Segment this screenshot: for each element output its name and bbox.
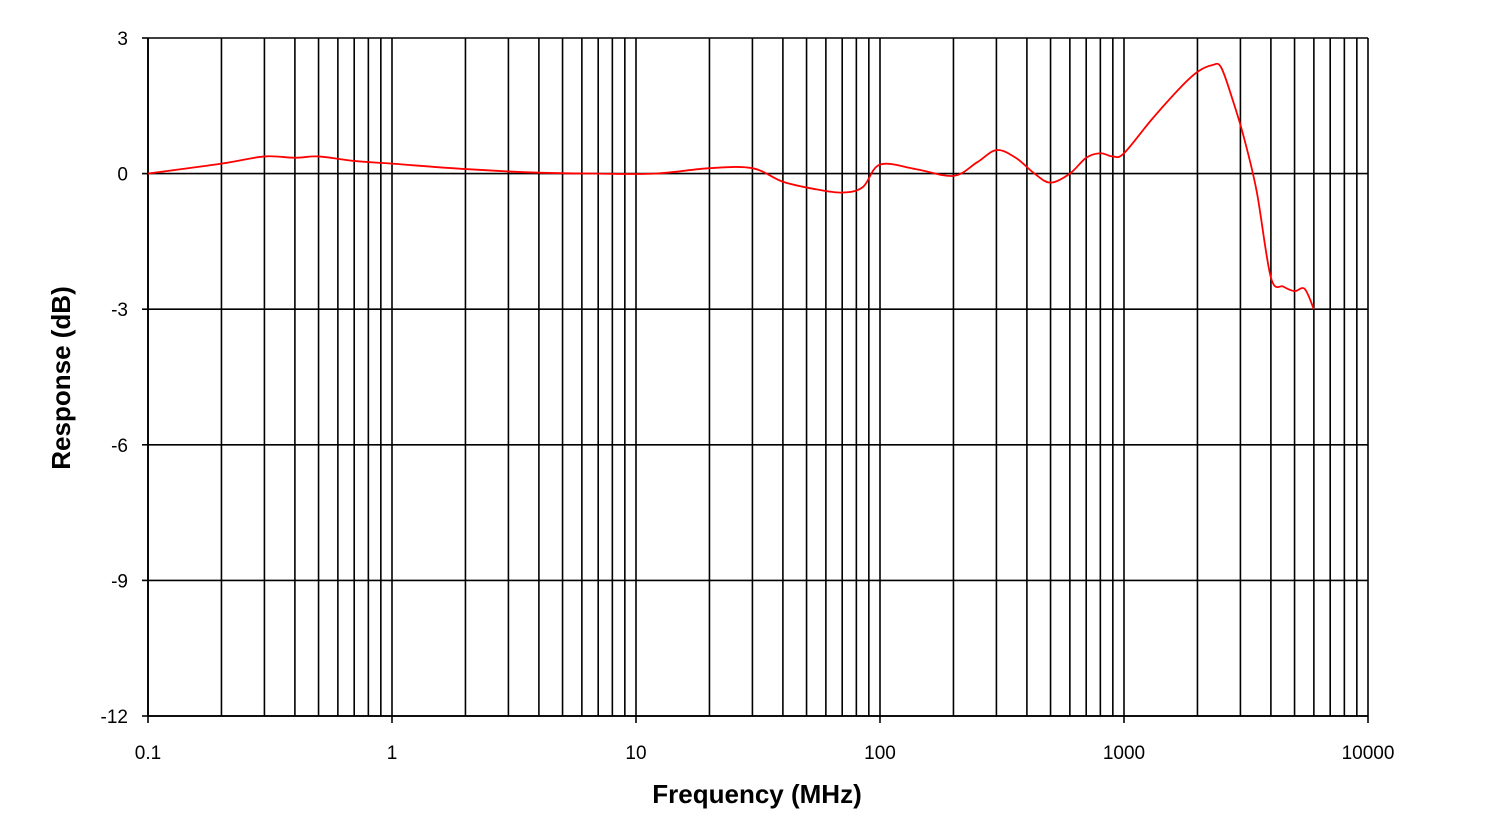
series-line xyxy=(147,62,1315,310)
x-tick-label: 1 xyxy=(387,743,398,764)
x-tick-label: 10 xyxy=(625,743,646,764)
y-tick-label: -6 xyxy=(111,436,128,457)
y-axis-title: Response (dB) xyxy=(46,286,76,469)
y-tick-label: -12 xyxy=(101,707,128,728)
x-tick-label: 10000 xyxy=(1342,743,1395,764)
axis-layer xyxy=(142,37,1369,723)
y-tick-label: 0 xyxy=(117,165,128,186)
y-tick-label: -9 xyxy=(111,571,128,592)
grid-layer xyxy=(147,37,1369,717)
x-tick-label: 100 xyxy=(864,743,896,764)
y-tick-label: 3 xyxy=(117,29,128,50)
series-layer xyxy=(147,62,1315,310)
label-layer: 3 0 -3 -6 -9 -12 0.1 1 10 100 1000 10000 xyxy=(101,29,1395,764)
x-axis-title: Frequency (MHz) xyxy=(652,779,861,809)
plot-background xyxy=(148,38,1368,716)
y-tick-label: -3 xyxy=(111,300,128,321)
x-tick-label: 1000 xyxy=(1103,743,1145,764)
x-tick-label: 0.1 xyxy=(135,743,161,764)
